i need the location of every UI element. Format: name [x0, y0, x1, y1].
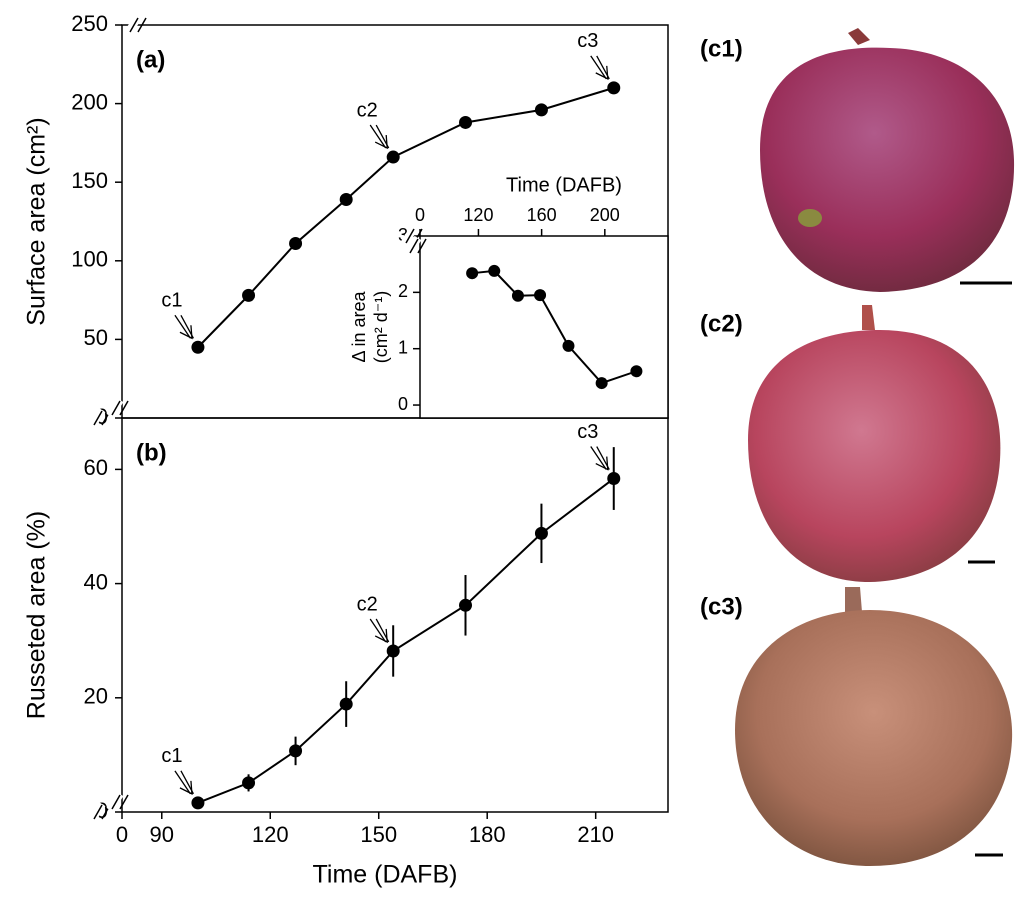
annotation: c2: [357, 99, 378, 121]
data-point: [459, 598, 473, 612]
axis-break: [93, 410, 103, 426]
y-axis-label: Δ in area: [349, 290, 369, 362]
data-point: [562, 339, 575, 352]
data-point: [630, 365, 643, 378]
annotation: c3: [577, 30, 598, 52]
y-tick-label: 0: [398, 394, 408, 414]
y-tick-label: 1: [398, 337, 408, 357]
annotation: c1: [161, 745, 182, 767]
data-point: [488, 264, 501, 277]
y-tick-label: 40: [84, 569, 108, 594]
axis-break: [119, 400, 129, 416]
y-tick-label: 50: [84, 325, 108, 350]
x-tick-label: 90: [150, 822, 174, 847]
x-tick-label: 120: [463, 205, 493, 225]
data-point: [191, 796, 205, 810]
x-tick-label: 120: [252, 822, 289, 847]
data-point: [339, 192, 353, 206]
photo-label: (c1): [700, 35, 743, 62]
data-point: [459, 115, 473, 129]
y-axis-label: Surface area (cm²): [23, 117, 51, 325]
x-tick-label: 160: [527, 205, 557, 225]
plot-frame: [121, 417, 669, 813]
x-tick-label: 200: [590, 205, 620, 225]
data-point: [595, 377, 608, 390]
y-axis-label: (cm² d⁻¹): [371, 291, 391, 363]
series-line: [197, 86, 615, 348]
arrow-shaft: [174, 314, 191, 339]
data-point: [339, 697, 353, 711]
data-point: [534, 289, 547, 302]
data-point: [242, 776, 256, 790]
photo-c2: [748, 305, 1001, 582]
axis-break: [93, 804, 103, 820]
arrow-head: [179, 325, 193, 340]
x-tick-label: 180: [469, 822, 506, 847]
axis-break: [119, 794, 129, 810]
data-point: [534, 526, 548, 540]
photo-label: (c2): [700, 310, 743, 337]
x-axis-label: Time (DAFB): [506, 174, 622, 196]
data-point: [289, 237, 303, 251]
data-point: [607, 81, 621, 95]
annotation: c2: [357, 593, 378, 615]
y-tick-label: 2: [398, 281, 408, 301]
axis-break: [111, 400, 121, 416]
photo-label: (c3): [700, 593, 743, 620]
panel-label: (b): [136, 439, 167, 466]
annotation: c1: [161, 290, 182, 312]
y-tick-label: 100: [71, 247, 108, 272]
axis-break: [417, 238, 427, 254]
axis-break: [111, 794, 121, 810]
arrow-shaft: [174, 770, 191, 795]
arrow-head: [374, 628, 388, 644]
plot-frame: [419, 235, 669, 419]
annotation-arrow: [369, 124, 390, 150]
arrow-head: [595, 456, 609, 471]
axis-break: [137, 17, 147, 33]
annotation-arrow: [174, 314, 195, 340]
axis-break: [409, 238, 419, 254]
arrow-shaft: [590, 446, 607, 470]
data-point: [511, 289, 524, 302]
arrow-head: [595, 65, 609, 80]
y-axis-label: Russeted area (%): [23, 511, 51, 719]
arrow-shaft: [369, 618, 387, 643]
series-line: [197, 477, 615, 804]
data-point: [386, 150, 400, 164]
annotation-arrow: [174, 770, 195, 795]
arrow-shaft: [590, 55, 607, 80]
x-tick-label: 210: [577, 822, 614, 847]
arrow-head: [374, 134, 388, 150]
y-tick-label: 150: [71, 168, 108, 193]
annotation-arrow: [369, 618, 390, 644]
y-tick-label: 250: [71, 11, 108, 36]
y-tick-label: 60: [84, 455, 108, 480]
photo-c1: [760, 28, 1015, 293]
annotation-arrow: [590, 55, 610, 80]
y-tick-label: 3: [398, 225, 408, 245]
data-point: [466, 267, 479, 280]
arrow-shaft: [369, 124, 387, 149]
annotation-arrow: [590, 446, 610, 471]
data-point: [607, 472, 621, 486]
x-tick-label: 0: [415, 205, 425, 225]
photo-c3: [735, 587, 1013, 866]
data-point: [242, 288, 256, 302]
y-tick-label: 20: [84, 684, 108, 709]
x-axis-label: Time (DAFB): [313, 861, 458, 889]
annotation: c3: [577, 421, 598, 443]
axis-break: [129, 17, 139, 33]
data-point: [289, 744, 303, 758]
x-tick-label: 150: [360, 822, 397, 847]
data-point: [386, 644, 400, 658]
axis-break: [405, 228, 415, 244]
data-point: [534, 103, 548, 117]
data-point: [191, 340, 205, 354]
arrow-head: [179, 780, 193, 795]
x-tick-label: 0: [116, 822, 128, 847]
panel-label: (a): [136, 46, 165, 73]
y-tick-label: 200: [71, 89, 108, 114]
